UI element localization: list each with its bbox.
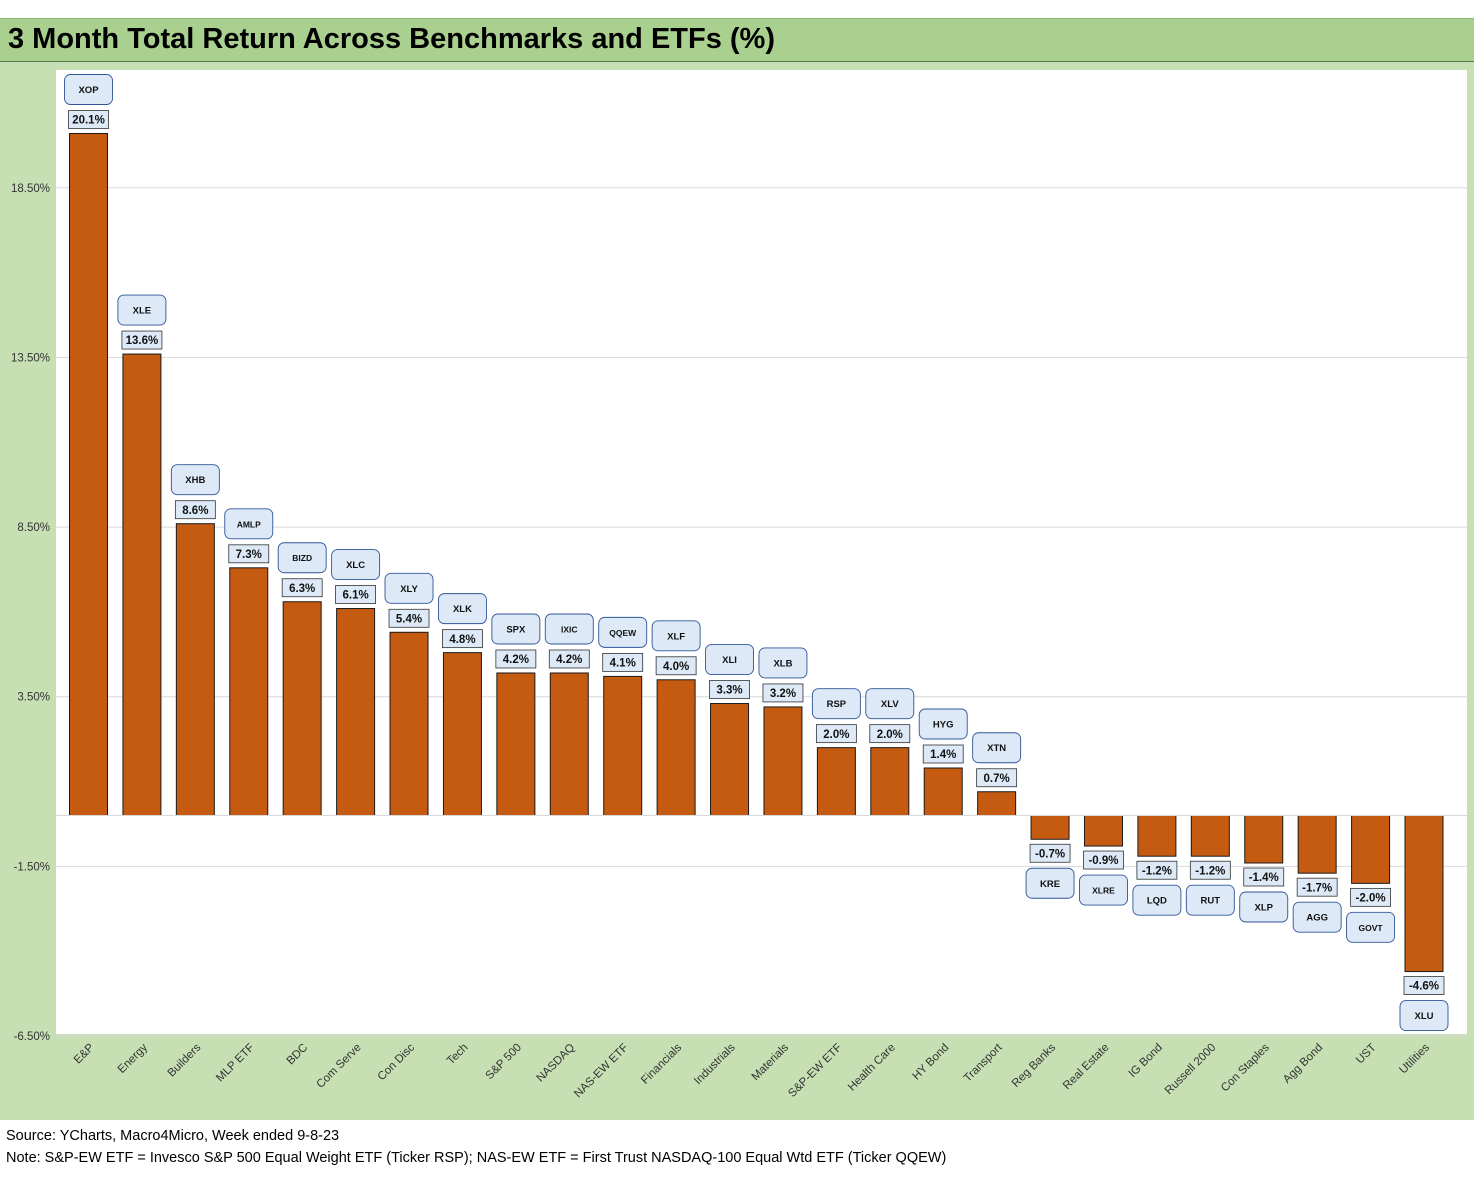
value-label: 7.3%	[236, 549, 262, 561]
bar	[176, 524, 214, 816]
ticker-label: QQEW	[609, 628, 637, 638]
ticker-label: IXIC	[561, 624, 578, 634]
bar	[230, 568, 268, 816]
y-tick-label: 8.50%	[17, 522, 50, 534]
ticker-label: SPX	[506, 624, 526, 635]
ticker-label: XLK	[453, 604, 472, 615]
bar	[283, 602, 321, 816]
ticker-label: XLC	[346, 560, 365, 571]
ticker-label: RSP	[827, 699, 847, 710]
bar	[1138, 816, 1176, 857]
bar	[657, 680, 695, 816]
ticker-label: BIZD	[292, 553, 312, 563]
ticker-label: AGG	[1306, 913, 1328, 924]
value-label: 13.6%	[126, 335, 159, 347]
ticker-label: XLI	[722, 655, 737, 666]
chart-title: 3 Month Total Return Across Benchmarks a…	[8, 23, 775, 56]
value-label: -0.9%	[1088, 855, 1118, 867]
ticker-label: LQD	[1147, 896, 1167, 907]
ticker-label: XHB	[185, 475, 205, 486]
ticker-label: HYG	[933, 719, 954, 730]
bar	[1298, 816, 1336, 874]
value-label: 3.3%	[716, 685, 742, 697]
value-label: 4.1%	[610, 658, 636, 670]
ticker-label: AMLP	[237, 519, 261, 529]
value-label: -1.2%	[1142, 865, 1172, 877]
bar	[817, 748, 855, 816]
value-label: 3.2%	[770, 688, 796, 700]
ticker-label: RUT	[1201, 896, 1221, 907]
value-label: 2.0%	[877, 729, 903, 741]
value-label: 4.0%	[663, 661, 689, 673]
source-note: Source: YCharts, Macro4Micro, Week ended…	[6, 1128, 339, 1144]
bar	[1031, 816, 1069, 840]
value-label: 8.6%	[182, 505, 208, 517]
y-tick-label: -6.50%	[14, 1031, 50, 1043]
y-tick-label: -1.50%	[14, 861, 50, 873]
value-label: 6.3%	[289, 583, 315, 595]
bar-chart: 18.50% 13.50% 8.50% 3.50% -1.50% -6.50% 20.1% X…	[0, 62, 1474, 1120]
bar	[1405, 816, 1443, 972]
value-label: 6.1%	[342, 590, 368, 602]
bar	[1245, 816, 1283, 864]
bar	[497, 673, 535, 816]
bar	[978, 792, 1016, 816]
y-tick-label: 3.50%	[17, 692, 50, 704]
value-label: 4.2%	[503, 654, 529, 666]
explanatory-note: Note: S&P-EW ETF = Invesco S&P 500 Equal…	[6, 1150, 946, 1166]
bar	[711, 704, 749, 816]
value-label: 0.7%	[984, 773, 1010, 785]
footer: Source: YCharts, Macro4Micro, Week ended…	[0, 1122, 1474, 1178]
value-label: 2.0%	[823, 729, 849, 741]
value-label: -2.0%	[1356, 893, 1386, 905]
bar	[1084, 816, 1122, 847]
bar	[390, 632, 428, 815]
bar	[443, 653, 481, 816]
title-bar: 3 Month Total Return Across Benchmarks a…	[0, 18, 1474, 63]
value-label: 1.4%	[930, 749, 956, 761]
ticker-label: XLP	[1254, 903, 1273, 914]
ticker-label: GOVT	[1359, 923, 1384, 933]
bar	[871, 748, 909, 816]
bar	[764, 707, 802, 816]
value-label: -1.7%	[1302, 882, 1332, 894]
bar	[123, 354, 161, 815]
bar	[1191, 816, 1229, 857]
ticker-label: XLB	[773, 658, 792, 669]
ticker-label: XTN	[987, 743, 1006, 754]
value-label: 20.1%	[72, 115, 105, 127]
value-label: -1.4%	[1249, 872, 1279, 884]
y-tick-label: 13.50%	[11, 352, 50, 364]
bar	[1352, 816, 1390, 884]
chart-area: 18.50% 13.50% 8.50% 3.50% -1.50% -6.50% 20.1% X…	[0, 62, 1474, 1120]
bar	[924, 768, 962, 816]
value-label: 4.8%	[449, 634, 475, 646]
value-label: 4.2%	[556, 654, 582, 666]
bar	[550, 673, 588, 816]
ticker-label: XLY	[400, 584, 418, 595]
bar	[70, 134, 108, 816]
bar	[604, 676, 642, 815]
bar	[337, 609, 375, 816]
value-label: -0.7%	[1035, 848, 1065, 860]
value-label: -4.6%	[1409, 981, 1439, 993]
ticker-label: XLV	[881, 699, 899, 710]
y-tick-label: 18.50%	[11, 183, 50, 195]
ticker-label: XLE	[133, 306, 151, 317]
ticker-label: XLRE	[1092, 886, 1115, 896]
value-label: -1.2%	[1195, 865, 1225, 877]
ticker-label: XLU	[1415, 1011, 1434, 1022]
ticker-label: KRE	[1040, 879, 1060, 890]
ticker-label: XLF	[667, 631, 685, 642]
value-label: 5.4%	[396, 613, 422, 625]
ticker-label: XOP	[78, 85, 99, 96]
